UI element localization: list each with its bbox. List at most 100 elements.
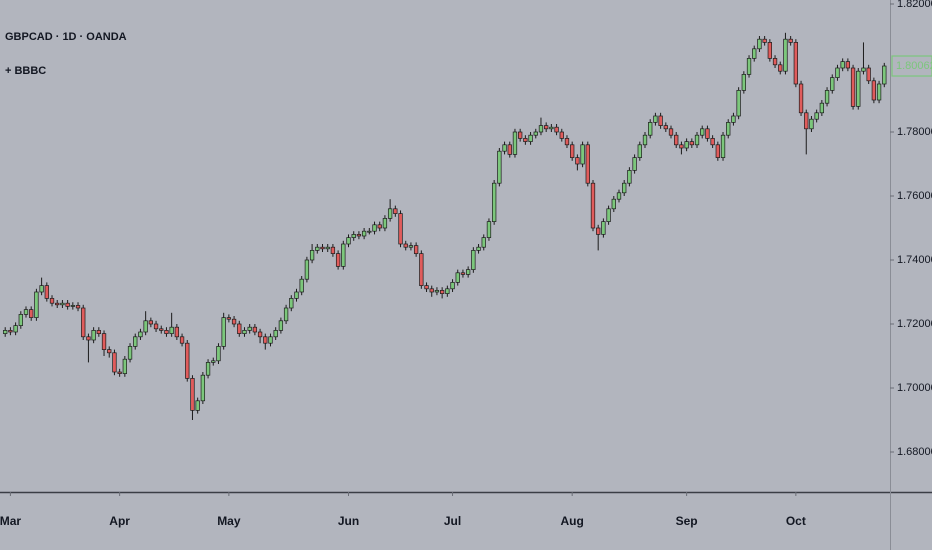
candle-body [585,144,590,184]
candle-body [632,157,637,171]
x-tick-label: Jul [444,514,461,528]
candle-body [299,278,304,293]
candle-body [772,58,778,66]
last-price-label: 1.80062 [896,60,932,72]
candle-body [75,305,81,309]
candle-body [752,48,757,59]
candle-body [70,305,75,307]
candle-body [320,246,325,250]
candle-body [492,182,497,222]
candle-body [518,131,523,139]
candle-body [143,320,148,333]
candle-body [507,144,512,155]
candle-body [824,90,830,104]
candle-body [112,352,117,373]
candle-body [726,122,731,136]
candle-body [622,182,627,194]
y-tick-label: 1.70000 [897,382,932,394]
candle-body [814,112,819,120]
candle-body [341,243,346,267]
x-tick-label: Oct [786,514,806,528]
x-tick-label: Mar [0,514,21,528]
candle-body [767,42,772,59]
candle-body [835,67,840,78]
candle-body [419,253,424,286]
candle-body [793,42,799,85]
candle-body [523,138,528,142]
candle-body [55,302,60,306]
candle-body [107,349,112,354]
candle-body [268,336,273,344]
candle-body [611,198,616,210]
candle-body [315,246,320,251]
candle-body [705,128,710,139]
candle-body [242,330,247,334]
x-tick-label: Apr [109,514,130,528]
candle-body [840,61,845,69]
candle-body [570,144,575,158]
candle-body [247,326,252,331]
candle-body [190,378,195,411]
candle-body [876,83,882,101]
candle-body [819,102,825,114]
candle-body [809,118,814,130]
candle-body [231,318,237,325]
candle-body [3,330,8,334]
candle-body [278,320,284,331]
candle-body [596,227,601,235]
candle-body [377,224,382,229]
candle-body [393,208,398,214]
candle-body [429,288,434,293]
candle-body [674,134,679,146]
candle-body [34,291,39,318]
candle-body [153,323,159,330]
candle-body [29,309,34,318]
candle-body [653,115,658,123]
candle-body [798,83,804,114]
candle-body [731,115,736,123]
candle-body [138,331,143,338]
candle-body [164,330,169,334]
candle-body [408,245,414,248]
candle-body [559,131,564,139]
candle-body [689,141,694,146]
candle-body [13,325,18,333]
y-tick-label: 1.82000 [897,0,932,10]
candle-body [49,298,55,304]
candle-body [18,314,23,326]
candle-body [471,250,476,270]
candle-body [413,245,419,254]
candle-body [715,144,720,158]
candle-body [39,285,44,293]
candle-body [736,90,741,117]
x-tick-label: Jun [338,514,359,528]
candle-body [96,330,101,334]
indicator-label: + BBBC [5,65,46,77]
candle-body [101,333,107,350]
candle-body [720,134,726,158]
candle-body [575,157,580,165]
candle-body [439,290,445,294]
candle-body [465,269,471,275]
candle-body [237,323,242,334]
candle-body [512,131,518,155]
candle-body [700,128,705,136]
candle-body [200,374,206,402]
candle-body [783,38,788,72]
candle-body [387,208,393,219]
candle-body [221,317,226,347]
candle-body [122,358,127,374]
candle-body [845,61,851,69]
candle-body [481,237,486,248]
candle-body [850,67,856,107]
y-tick-label: 1.78000 [897,126,932,138]
candle-body [325,246,330,250]
x-tick-label: Sep [676,514,698,528]
candle-body [195,400,200,411]
candle-body [351,234,356,238]
candle-body [330,246,336,254]
candle-body [668,128,674,136]
candle-body [762,38,767,43]
candle-body [882,65,887,85]
